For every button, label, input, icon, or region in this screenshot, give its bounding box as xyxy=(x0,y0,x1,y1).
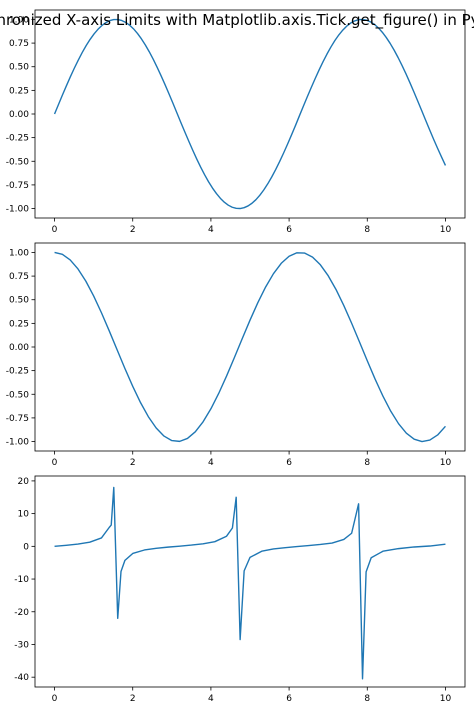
x-tick-label: 8 xyxy=(364,694,370,704)
tangent-series-line xyxy=(54,486,446,680)
y-tick-label: 0.00 xyxy=(9,110,29,120)
x-tick-label: 6 xyxy=(286,225,292,235)
sine-series-line xyxy=(53,18,447,210)
y-tick-label: -0.25 xyxy=(6,367,29,377)
axes-frame xyxy=(34,475,466,688)
x-tick-label: 8 xyxy=(364,458,370,468)
axes-frame xyxy=(34,9,466,219)
y-tick-label: -1.00 xyxy=(6,438,30,448)
y-tick-label: -0.25 xyxy=(6,134,29,144)
x-tick-label: 10 xyxy=(440,225,452,235)
cosine-series-line xyxy=(54,251,446,443)
y-tick-label: 0 xyxy=(23,542,29,552)
y-tick-label: 1.00 xyxy=(9,15,29,25)
y-tick-label: 0.50 xyxy=(9,63,29,73)
y-tick-label: -20 xyxy=(14,608,29,618)
subplot-tangent: 0 2 4 6 8 10 20 10 0 -10 -20 -30 -40 xyxy=(14,475,466,704)
y-tick-label: 0.75 xyxy=(9,39,29,49)
x-tick-label: 0 xyxy=(52,225,58,235)
x-tick-label: 4 xyxy=(208,225,214,235)
y-tick-label: 0.00 xyxy=(9,343,29,353)
y-tick-label: 0.25 xyxy=(9,86,29,96)
x-tick-label: 0 xyxy=(52,694,58,704)
x-tick-label: 10 xyxy=(440,458,452,468)
y-tick-label: 0.50 xyxy=(9,296,29,306)
y-tick-label: -0.50 xyxy=(6,390,30,400)
subplot-sine: 0 2 4 6 8 10 1.00 0.75 0.50 0.25 0.00 -0.25 -0.50 -0.… xyxy=(6,9,466,235)
y-tick-label: 0.75 xyxy=(9,272,29,282)
y-tick-label: 0.25 xyxy=(9,319,29,329)
y-tick-label: -1.00 xyxy=(6,205,30,215)
axes-frame xyxy=(34,242,466,452)
x-tick-label: 10 xyxy=(440,694,452,704)
figure-title: Synchronized X-axis Limits with Matplotl… xyxy=(0,11,474,30)
y-tick-label: -0.75 xyxy=(6,414,29,424)
x-tick-label: 6 xyxy=(286,694,292,704)
x-tick-label: 0 xyxy=(52,458,58,468)
y-tick-label: 20 xyxy=(18,477,30,487)
y-tick-label: -40 xyxy=(14,673,29,683)
x-tick-label: 8 xyxy=(364,225,370,235)
x-tick-label: 6 xyxy=(286,458,292,468)
x-tick-label: 2 xyxy=(130,694,136,704)
y-tick-label: 1.00 xyxy=(9,248,29,258)
x-tick-label: 4 xyxy=(208,458,214,468)
y-tick-label: -30 xyxy=(14,640,29,650)
subplots: 0 2 4 6 8 10 1.00 0.75 0.50 0.25 0.00 -0.25 -0.50 -0.… xyxy=(6,9,466,704)
y-tick-label: -0.75 xyxy=(6,181,29,191)
y-tick-label: -10 xyxy=(14,575,29,585)
y-tick-label: 10 xyxy=(18,510,30,520)
x-tick-label: 4 xyxy=(208,694,214,704)
subplot-cosine: 0 2 4 6 8 10 1.00 0.75 0.50 0.25 0.00 -0.25 -0.50 -0.… xyxy=(6,242,466,468)
x-tick-label: 2 xyxy=(130,458,136,468)
x-tick-label: 2 xyxy=(130,225,136,235)
y-tick-label: -0.50 xyxy=(6,157,30,167)
